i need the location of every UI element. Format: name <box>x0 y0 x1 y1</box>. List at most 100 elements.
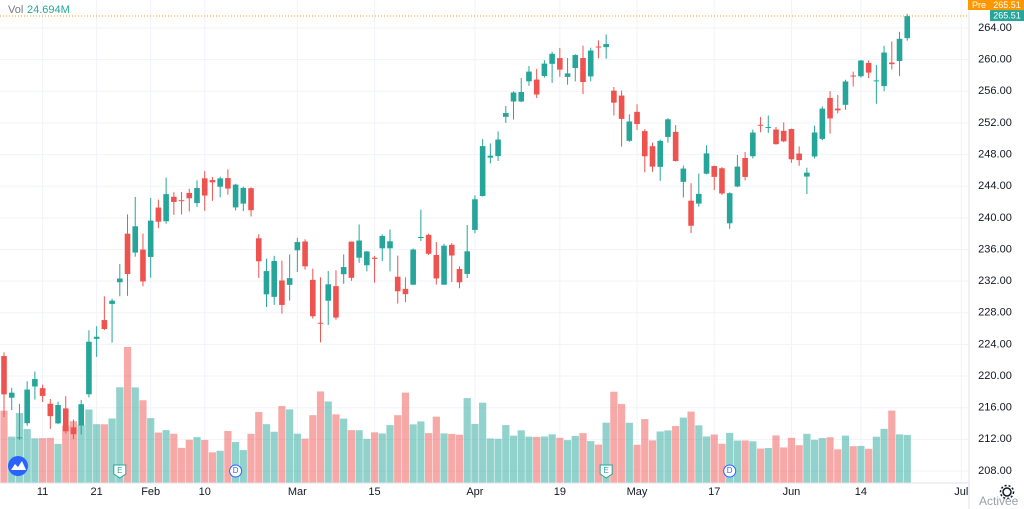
candle-body <box>688 200 694 226</box>
volume-bar <box>0 410 8 483</box>
logo[interactable] <box>8 456 28 476</box>
y-tick-label: 232.00 <box>978 275 1012 287</box>
volume-bar <box>224 430 232 483</box>
candle-body <box>263 271 270 295</box>
y-tick-label: 220.00 <box>978 370 1012 382</box>
watermark: Activee <box>979 494 1019 508</box>
logo-circle[interactable] <box>8 456 28 476</box>
event-label[interactable]: D <box>727 466 733 475</box>
volume-bar <box>656 431 664 483</box>
event-icon[interactable] <box>113 464 127 479</box>
volume-bar <box>201 439 209 483</box>
volume-bar <box>756 448 765 483</box>
volume-bar <box>672 425 680 483</box>
candle-body <box>209 180 216 183</box>
candle-body <box>503 113 509 117</box>
volume-legend-name: Vol <box>8 4 23 16</box>
candle-body <box>186 192 193 199</box>
volume-bar <box>239 450 247 483</box>
volume-bar <box>270 431 278 483</box>
volume-bar <box>386 425 394 483</box>
volume-bar <box>764 448 772 483</box>
candle-body <box>441 245 447 285</box>
candle-body <box>379 235 386 249</box>
volume-bar <box>664 430 672 483</box>
volume-bar <box>46 437 54 483</box>
candle-body <box>873 80 880 82</box>
volume-bar <box>247 433 255 483</box>
candle-body <box>618 95 625 119</box>
volume-bar <box>556 437 564 483</box>
x-tick-label: 15 <box>368 486 380 498</box>
candle-body <box>433 255 440 279</box>
volume-bar <box>811 439 819 483</box>
candle-body <box>765 126 772 128</box>
x-tick-label: Mar <box>288 486 307 498</box>
logo-mark[interactable] <box>11 461 26 470</box>
candle-body <box>804 172 810 177</box>
candle-body <box>55 405 61 424</box>
event-marker[interactable]: D <box>723 464 737 478</box>
candle-body <box>171 196 177 202</box>
volume-bar <box>131 387 139 483</box>
settings-gear-teeth[interactable] <box>999 484 1015 500</box>
volume-bar <box>301 438 309 483</box>
volume-bar <box>594 444 603 483</box>
candle-body <box>819 108 826 139</box>
event-icon[interactable] <box>229 464 243 478</box>
candle-body <box>649 146 656 167</box>
candle-body <box>881 52 887 87</box>
event-marker[interactable]: E <box>599 464 613 479</box>
candles <box>1 13 911 440</box>
volume-bar <box>787 437 796 483</box>
axes: 208.00 212.00 216.00 220.00 224.00 228.00 232.… <box>37 22 1012 498</box>
volume-bar <box>401 392 410 483</box>
volume-bar <box>39 438 47 483</box>
volume-bar <box>602 422 610 483</box>
candle-body <box>317 322 324 324</box>
volume-bar <box>540 436 548 483</box>
volume-bar <box>571 435 579 483</box>
volume-bar <box>648 440 657 483</box>
event-marker[interactable]: E <box>113 464 127 479</box>
candle-body <box>711 166 718 177</box>
volume-bar <box>749 441 757 483</box>
volume-bar <box>695 425 703 483</box>
x-tick-label: 14 <box>855 486 867 498</box>
volume-bar <box>394 415 402 483</box>
candle-body <box>549 53 555 64</box>
candle-body <box>410 249 416 285</box>
y-tick-label: 264.00 <box>978 22 1012 34</box>
volume-bar <box>903 434 911 483</box>
volume-bar <box>309 415 317 483</box>
volume-legend-value: 24.694M <box>27 4 70 16</box>
event-label[interactable]: E <box>603 466 608 475</box>
volume-bar <box>610 391 618 483</box>
event-label[interactable]: E <box>117 466 122 475</box>
x-tick-label: 17 <box>708 486 720 498</box>
volume-bar <box>417 421 425 483</box>
settings[interactable] <box>999 484 1015 500</box>
volume-bar <box>147 418 155 483</box>
candle-body <box>865 62 872 73</box>
candle-body <box>101 320 108 329</box>
settings-gear[interactable] <box>1002 487 1012 497</box>
candle-body <box>541 63 548 77</box>
volume-bar <box>625 422 633 483</box>
candle-body <box>86 341 92 395</box>
candle-body <box>348 241 355 278</box>
volume-bar <box>641 419 649 483</box>
candle-body <box>232 184 239 208</box>
candle-body <box>225 178 231 189</box>
candle-body <box>456 269 463 283</box>
event-label[interactable]: D <box>233 466 239 475</box>
event-icon[interactable] <box>599 464 613 479</box>
volume-bar <box>865 448 873 483</box>
volume-bar <box>69 421 78 483</box>
candle-body <box>780 130 787 142</box>
y-tick-label: 244.00 <box>978 180 1012 192</box>
volume-bar <box>803 433 811 483</box>
candle-body <box>294 242 301 251</box>
event-marker[interactable]: D <box>229 464 243 478</box>
event-icon[interactable] <box>723 464 737 478</box>
